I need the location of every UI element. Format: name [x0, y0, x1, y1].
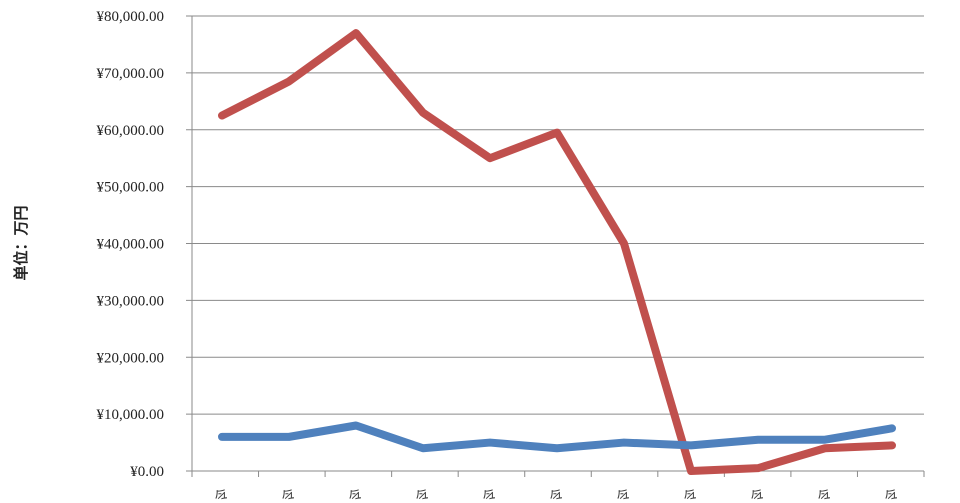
y-axis-label: 单位：万円 — [12, 205, 30, 280]
x-tick-label: 令 — [613, 485, 634, 503]
x-tick-label: 令 — [881, 485, 902, 503]
y-tick-label: ¥60,000.00 — [97, 123, 165, 139]
x-tick-label: 令 — [412, 485, 433, 503]
y-tick-label: ¥80,000.00 — [97, 9, 165, 25]
y-tick-label: ¥0.00 — [130, 464, 164, 480]
y-tick-label: ¥20,000.00 — [97, 350, 165, 366]
series-line-1 — [218, 29, 896, 475]
y-tick-label: ¥70,000.00 — [97, 66, 165, 82]
x-tick-label: 令 — [479, 485, 500, 503]
y-tick-label: ¥30,000.00 — [97, 293, 165, 309]
x-tick-label: 令 — [345, 485, 366, 503]
x-axis-ticks: 令令令令令令令令令令令 — [191, 471, 925, 503]
x-tick-label: 令 — [278, 485, 299, 503]
y-axis-ticks: ¥0.00 ¥10,000.00 ¥20,000.00 ¥30,000.00 ¥40,0… — [97, 9, 192, 480]
y-tick-label: ¥10,000.00 — [97, 407, 165, 423]
series-lines — [218, 29, 896, 475]
x-tick-label: 令 — [546, 485, 567, 503]
y-tick-label: ¥50,000.00 — [97, 180, 165, 196]
x-tick-label: 令 — [680, 485, 701, 503]
x-tick-label: 令 — [747, 485, 768, 503]
y-tick-label: ¥40,000.00 — [97, 237, 165, 253]
gridlines — [191, 15, 924, 472]
series-line-2 — [218, 421, 896, 453]
x-tick-label: 令 — [814, 485, 835, 503]
x-tick-label: 令 — [211, 485, 232, 503]
